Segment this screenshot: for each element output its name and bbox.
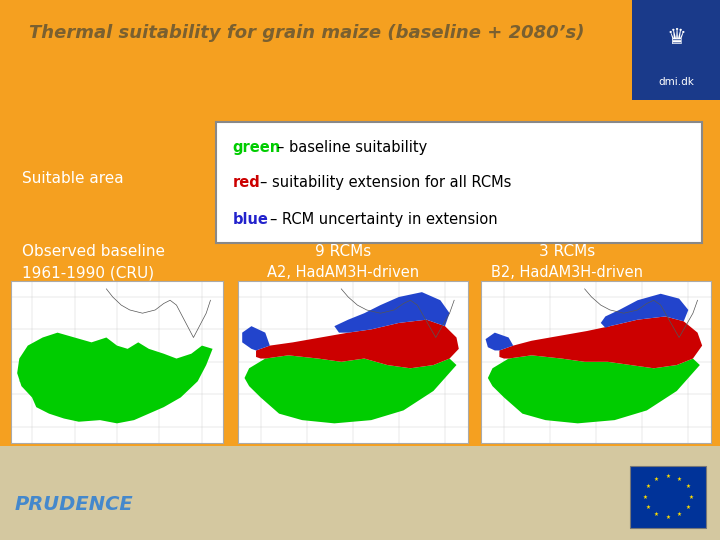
Text: 3 RCMs: 3 RCMs xyxy=(539,244,595,259)
FancyBboxPatch shape xyxy=(216,122,702,243)
Text: blue: blue xyxy=(233,212,269,227)
Text: ★: ★ xyxy=(688,495,693,500)
Polygon shape xyxy=(242,326,270,350)
Text: – RCM uncertainty in extension: – RCM uncertainty in extension xyxy=(270,212,498,227)
Text: 1961-1990 (CRU): 1961-1990 (CRU) xyxy=(22,265,154,280)
Text: B2, HadAM3H-driven: B2, HadAM3H-driven xyxy=(490,265,643,280)
Text: ★: ★ xyxy=(685,505,690,510)
Text: – suitability extension for all RCMs: – suitability extension for all RCMs xyxy=(260,175,511,190)
Text: 9 RCMs: 9 RCMs xyxy=(315,244,372,259)
Polygon shape xyxy=(17,333,212,423)
Text: PRUDENCE: PRUDENCE xyxy=(14,495,133,515)
Text: A2, HadAM3H-driven: A2, HadAM3H-driven xyxy=(267,265,420,280)
Text: ★: ★ xyxy=(665,474,670,479)
Text: Observed baseline: Observed baseline xyxy=(22,244,165,259)
Text: ★: ★ xyxy=(645,505,650,510)
Bar xyxy=(632,0,720,100)
Text: Suitable area: Suitable area xyxy=(22,171,123,186)
Text: ★: ★ xyxy=(645,484,650,489)
Text: ★: ★ xyxy=(654,477,659,482)
Bar xyxy=(0,446,720,540)
Text: – baseline suitability: – baseline suitability xyxy=(277,140,428,155)
Polygon shape xyxy=(19,375,30,383)
Bar xyxy=(630,466,706,528)
Polygon shape xyxy=(600,294,688,328)
Polygon shape xyxy=(256,320,459,368)
Text: dmi.dk: dmi.dk xyxy=(658,77,694,87)
Polygon shape xyxy=(485,333,513,350)
Text: ★: ★ xyxy=(677,477,682,482)
Text: ★: ★ xyxy=(654,512,659,517)
Polygon shape xyxy=(488,355,700,423)
Text: ★: ★ xyxy=(642,495,647,500)
Text: ★: ★ xyxy=(665,515,670,520)
Polygon shape xyxy=(334,292,449,333)
Text: Thermal suitability for grain maize (baseline + 2080’s): Thermal suitability for grain maize (bas… xyxy=(29,24,585,42)
Polygon shape xyxy=(245,355,456,423)
Text: ♛: ♛ xyxy=(666,28,686,48)
Text: ★: ★ xyxy=(685,484,690,489)
Text: ★: ★ xyxy=(677,512,682,517)
Text: green: green xyxy=(233,140,281,155)
Text: red: red xyxy=(233,175,261,190)
Polygon shape xyxy=(500,316,702,368)
